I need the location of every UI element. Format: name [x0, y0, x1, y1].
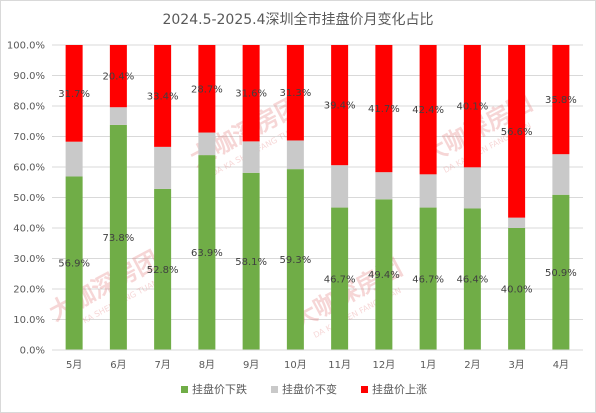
legend-label: 挂盘价不变 — [282, 382, 337, 396]
bar-segment-3 — [242, 45, 260, 142]
x-tick-label: 4月 — [553, 359, 569, 371]
y-tick-label: 30.0% — [13, 254, 45, 265]
data-label: 73.8% — [102, 233, 134, 244]
x-tick-label: 7月 — [154, 359, 170, 371]
data-label: 59.3% — [279, 255, 311, 266]
data-label: 58.1% — [235, 257, 267, 268]
watermark-logo: 大咖深房团DA KA SHEN FANG TUAN — [288, 253, 407, 340]
y-tick-label: 0.0% — [20, 346, 45, 357]
x-tick-label: 11月 — [328, 359, 351, 371]
data-label: 42.4% — [412, 105, 444, 116]
legend-swatch — [271, 386, 278, 393]
bar-segment-2 — [65, 141, 83, 177]
bar-segment-2 — [286, 140, 304, 170]
x-tick-label: 6月 — [110, 359, 126, 371]
bar-segment-2 — [242, 141, 260, 173]
bar-segment-2 — [154, 146, 172, 189]
x-tick-label: 2月 — [464, 359, 480, 371]
y-tick-label: 80.0% — [13, 102, 45, 113]
data-label: 31.6% — [235, 89, 267, 100]
bar-segment-3 — [375, 45, 393, 173]
data-label: 50.9% — [545, 268, 577, 279]
data-label: 39.4% — [324, 101, 356, 112]
bar-segment-3 — [508, 45, 526, 218]
y-tick-label: 60.0% — [13, 163, 45, 174]
bar-segment-3 — [419, 45, 437, 175]
x-tick-label: 1月 — [420, 359, 436, 371]
data-label: 20.4% — [102, 72, 134, 83]
chart-title: 2024.5-2025.4深圳全市挂盘价月变化占比 — [162, 12, 434, 28]
bar-segment-3 — [65, 45, 83, 142]
bar-segment-2 — [552, 154, 570, 195]
data-label: 40.0% — [501, 285, 533, 296]
bar-segment-3 — [552, 45, 570, 155]
bar-segment-2 — [331, 165, 349, 208]
bar-segment-1 — [375, 199, 393, 350]
data-label: 28.7% — [191, 84, 223, 95]
bar-segment-1 — [552, 194, 570, 350]
bar-segment-2 — [508, 217, 526, 228]
bar-segment-3 — [109, 45, 127, 108]
bar-segment-1 — [463, 208, 481, 350]
data-label: 33.4% — [147, 91, 179, 102]
x-tick-label: 3月 — [508, 359, 524, 371]
data-label: 56.9% — [58, 259, 90, 270]
bar-segment-1 — [154, 188, 172, 350]
y-tick-label: 40.0% — [13, 224, 45, 235]
bar-segment-2 — [419, 174, 437, 208]
data-label: 52.8% — [147, 265, 179, 276]
bar-segment-1 — [65, 176, 83, 350]
y-tick-label: 10.0% — [13, 315, 45, 326]
data-label: 31.3% — [279, 88, 311, 99]
bar-segment-3 — [198, 45, 216, 133]
y-tick-label: 100.0% — [7, 41, 45, 52]
legend-swatch — [181, 386, 188, 393]
x-tick-label: 5月 — [66, 359, 82, 371]
x-tick-label: 10月 — [284, 359, 307, 371]
data-label: 31.7% — [58, 89, 90, 100]
bar-segment-2 — [198, 132, 216, 156]
data-label: 46.7% — [412, 274, 444, 285]
data-label: 46.4% — [456, 275, 488, 286]
y-tick-label: 20.0% — [13, 285, 45, 296]
bar-segment-1 — [419, 207, 437, 350]
legend-label: 挂盘价上涨 — [372, 382, 427, 396]
bar-segment-2 — [375, 172, 393, 200]
data-label: 63.9% — [191, 248, 223, 259]
y-tick-label: 50.0% — [13, 193, 45, 204]
bar-segment-1 — [331, 207, 349, 350]
bar-segment-1 — [242, 172, 260, 350]
y-tick-label: 90.0% — [13, 71, 45, 82]
bar-segment-3 — [331, 45, 349, 166]
x-tick-label: 12月 — [373, 359, 396, 371]
legend-swatch — [361, 386, 368, 393]
bar-segment-2 — [463, 167, 481, 209]
data-label: 56.6% — [501, 127, 533, 138]
x-tick-label: 8月 — [199, 359, 215, 371]
bar-segment-2 — [109, 107, 127, 125]
bar-segment-3 — [154, 45, 172, 147]
bar-segment-1 — [109, 124, 127, 350]
data-label: 46.7% — [324, 274, 356, 285]
x-tick-label: 9月 — [243, 359, 259, 371]
bar-segment-1 — [198, 155, 216, 350]
data-label: 49.4% — [368, 270, 400, 281]
y-tick-label: 70.0% — [13, 132, 45, 143]
bar-segment-3 — [463, 45, 481, 168]
data-label: 41.7% — [368, 104, 400, 115]
bar-segment-3 — [286, 45, 304, 141]
data-label: 40.1% — [456, 102, 488, 113]
bar-segment-1 — [508, 228, 526, 350]
legend-label: 挂盘价下跌 — [192, 382, 247, 396]
bar-segment-1 — [286, 169, 304, 350]
data-label: 35.8% — [545, 95, 577, 106]
